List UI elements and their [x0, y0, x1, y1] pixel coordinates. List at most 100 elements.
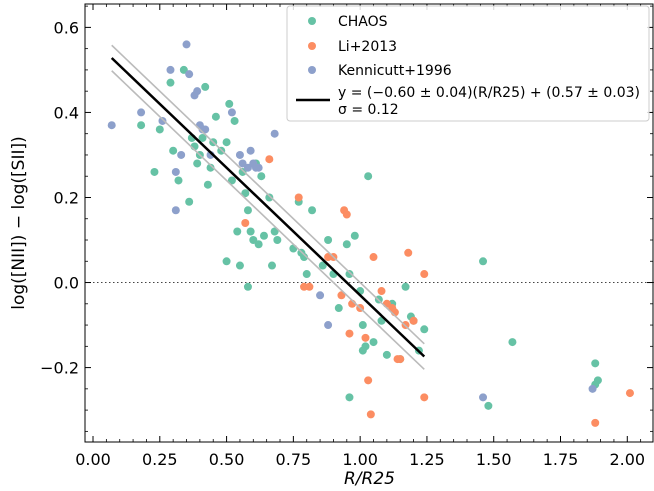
x-axis-label: R/R25	[344, 469, 395, 489]
data-point	[193, 159, 202, 168]
data-point	[166, 65, 175, 74]
data-point	[508, 338, 517, 347]
data-point	[377, 287, 386, 296]
y-tick-label: 0.6	[54, 18, 79, 37]
x-tick-label: 1.25	[409, 450, 445, 469]
data-point	[238, 159, 247, 168]
data-point	[479, 257, 488, 266]
data-point	[251, 163, 260, 172]
data-point	[484, 401, 493, 410]
data-point	[302, 270, 311, 279]
legend-label-kennicutt1996: Kennicutt+1996	[338, 63, 452, 79]
data-point	[358, 346, 367, 355]
fit-line	[110, 57, 426, 358]
data-point	[267, 261, 276, 270]
y-axis-label: log([NII]) − log([SII])	[9, 136, 29, 310]
data-point	[241, 219, 250, 227]
data-point	[259, 231, 268, 240]
legend-marker-chaos	[308, 17, 316, 25]
x-tick-label: 2.00	[609, 450, 645, 469]
data-point	[166, 78, 175, 87]
data-point	[345, 329, 354, 338]
data-point	[137, 121, 146, 130]
data-point	[318, 261, 327, 270]
axes-layer: 0.00 0.25 0.50 0.75 1.00 1.25 1.50 1.75 2.00 −0.2…	[9, 3, 654, 489]
data-point	[227, 108, 236, 117]
x-tick-label: 0.75	[276, 450, 312, 469]
data-point	[364, 172, 373, 181]
data-point	[241, 189, 250, 198]
legend-label-fit: y = (−0.60 ± 0.04)(R/R25) + (0.57 ± 0.03…	[338, 85, 640, 101]
data-point	[203, 180, 212, 189]
data-point	[177, 150, 186, 159]
data-point	[155, 125, 164, 134]
data-point	[137, 108, 146, 117]
data-point	[345, 270, 354, 279]
data-point	[591, 359, 600, 368]
data-point	[265, 155, 274, 164]
data-point	[265, 193, 274, 202]
data-point	[324, 321, 333, 330]
legend-frame	[286, 5, 650, 122]
data-point	[342, 210, 351, 219]
data-point	[382, 350, 391, 359]
data-point	[364, 376, 373, 385]
data-point	[235, 150, 244, 159]
y-tick-label: 0.0	[54, 274, 79, 293]
data-point	[308, 206, 317, 215]
legend-marker-li2013	[308, 42, 316, 50]
data-point	[420, 393, 429, 402]
legend-label-li2013: Li+2013	[338, 39, 397, 55]
fit-lower-band	[111, 70, 425, 370]
data-point	[401, 282, 410, 291]
fit-upper-band	[111, 44, 425, 345]
x-tick-label: 0.00	[75, 450, 111, 469]
data-point	[243, 163, 252, 172]
y-tick-label: −0.2	[40, 359, 79, 378]
y-tick-label: 0.2	[54, 188, 79, 207]
data-point	[201, 125, 210, 134]
data-point	[230, 116, 239, 125]
data-point	[227, 176, 236, 185]
data-point	[246, 146, 255, 155]
data-point	[201, 82, 210, 91]
data-point	[198, 133, 207, 142]
data-point	[174, 176, 183, 185]
data-point	[222, 257, 231, 266]
data-point	[270, 129, 279, 138]
data-point	[588, 384, 597, 393]
data-point	[369, 253, 378, 262]
legend-label-sigma: σ = 0.12	[338, 102, 399, 118]
data-point	[238, 167, 247, 176]
legend-marker-kennicutt1996	[308, 66, 316, 74]
data-point	[169, 146, 178, 155]
data-point	[324, 236, 333, 245]
data-point	[337, 291, 346, 300]
data-point	[206, 163, 215, 172]
x-tick-label: 0.25	[142, 450, 178, 469]
data-layer	[85, 40, 654, 427]
data-point	[479, 393, 488, 402]
data-point	[243, 282, 252, 291]
data-point	[625, 389, 634, 398]
data-point	[171, 206, 180, 215]
data-point	[150, 167, 159, 176]
data-point	[249, 236, 258, 245]
data-point	[257, 172, 266, 181]
x-tick-label: 1.50	[476, 450, 512, 469]
data-point	[270, 227, 279, 236]
data-point	[235, 261, 244, 270]
data-point	[300, 253, 309, 262]
data-point	[361, 333, 370, 342]
x-tick-label: 1.75	[543, 450, 579, 469]
data-point	[211, 112, 220, 121]
data-point	[179, 65, 188, 74]
series-2	[107, 40, 597, 402]
data-point	[233, 227, 242, 236]
data-point	[294, 193, 303, 202]
data-point	[334, 304, 343, 313]
data-point	[369, 338, 378, 347]
data-point	[182, 40, 191, 49]
data-point	[345, 393, 354, 402]
data-point	[305, 282, 314, 291]
